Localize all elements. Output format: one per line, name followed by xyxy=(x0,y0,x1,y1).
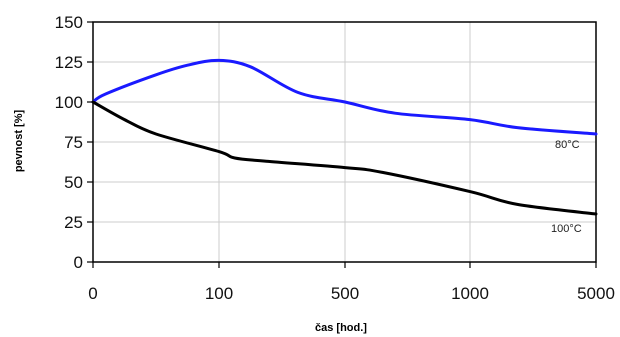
y-tick-label: 125 xyxy=(55,53,83,72)
x-tick-label: 500 xyxy=(331,284,359,303)
x-tick-label: 100 xyxy=(205,284,233,303)
series-lines xyxy=(91,58,598,216)
series-line-80c xyxy=(91,58,598,136)
grid xyxy=(92,21,597,263)
y-tick-label: 150 xyxy=(55,13,83,32)
x-tick-label: 0 xyxy=(88,284,97,303)
series-line-100c xyxy=(91,100,598,216)
y-tick-label: 0 xyxy=(74,253,83,272)
y-tick-label: 25 xyxy=(64,213,83,232)
y-tick-label: 50 xyxy=(64,173,83,192)
series-label-80c: 80°C xyxy=(555,139,580,151)
x-tick-label: 5000 xyxy=(577,284,615,303)
x-axis-title: čas [hod.] xyxy=(315,322,367,334)
y-tick-label: 100 xyxy=(55,93,83,112)
x-axis-ticks: 0 100 500 1000 5000 xyxy=(88,262,615,303)
y-axis-ticks: 0 25 50 75 100 125 150 xyxy=(55,13,93,272)
series-label-100c: 100°C xyxy=(551,223,582,235)
x-tick-label: 1000 xyxy=(451,284,489,303)
y-axis-title: pevnost [%] xyxy=(13,109,25,172)
y-tick-label: 75 xyxy=(64,133,83,152)
